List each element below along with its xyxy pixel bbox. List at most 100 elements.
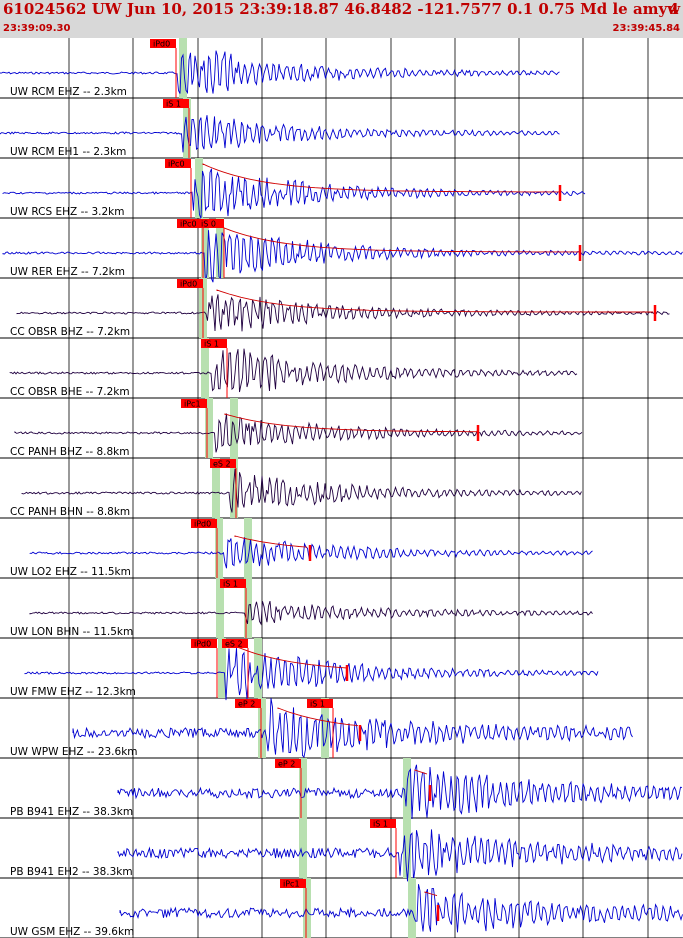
pick-label: iPd0 <box>194 520 211 529</box>
pick-label: eS 2 <box>213 460 231 469</box>
pick-flag[interactable] <box>177 279 203 288</box>
waveform-trace <box>117 829 683 882</box>
time-end: 23:39:45.84 <box>612 23 680 34</box>
pick-flag[interactable] <box>191 639 217 648</box>
pick-window <box>218 638 226 698</box>
pick-flag[interactable] <box>177 219 203 228</box>
coda-curve <box>414 769 428 775</box>
pick-window <box>195 158 203 218</box>
coda-curve <box>424 891 438 897</box>
waveform-trace <box>72 698 633 758</box>
pick-flag[interactable] <box>150 39 176 48</box>
event-count: 4 <box>668 0 679 18</box>
pick-window <box>303 878 311 938</box>
pick-flag[interactable] <box>222 639 248 648</box>
channel-label: UW RCM EH1 -- 2.3km <box>10 146 126 158</box>
pick-flag[interactable] <box>163 99 189 108</box>
channel-label: UW WPW EHZ -- 23.6km <box>10 746 138 758</box>
waveform-trace <box>119 884 683 933</box>
waveform-trace <box>2 168 586 219</box>
channel-labels: UW RCM EHZ -- 2.3km UW RCM EH1 -- 2.3km UW… <box>10 86 138 938</box>
pick-window <box>201 338 209 398</box>
coda-curve <box>234 535 308 548</box>
pick-window <box>299 818 307 878</box>
channel-label: UW LO2 EHZ -- 11.5km <box>10 566 131 578</box>
coda-curve <box>277 707 359 727</box>
pick-window <box>230 458 238 518</box>
pick-label: iPd0 <box>153 40 170 49</box>
pick-label: eP 2 <box>238 700 255 709</box>
pick-flag[interactable] <box>280 879 306 888</box>
pick-flag[interactable] <box>220 579 246 588</box>
pick-label: iS 1 <box>166 100 181 109</box>
traces: iPd0 iS 1 iPc0 iPc0 iS 0 iPd0 iS 1 iPc1 eS 2 iPd0… <box>0 38 683 938</box>
pick-window <box>299 758 307 818</box>
pick-flag[interactable] <box>275 759 301 768</box>
pick-window <box>244 578 252 638</box>
channel-label: UW RCM EHZ -- 2.3km <box>10 86 127 98</box>
channel-label: CC PANH BHZ -- 8.8km <box>10 446 129 458</box>
pick-label: iPd0 <box>194 640 211 649</box>
channel-label: PB B941 EH2 -- 38.3km <box>10 866 133 878</box>
pick-window <box>212 458 220 518</box>
waveform-trace <box>14 413 583 453</box>
pick-flag[interactable] <box>201 339 227 348</box>
channel-label: UW RER EHZ -- 7.2km <box>10 266 125 278</box>
seismogram-panel[interactable]: iPd0 iS 1 iPc0 iPc0 iS 0 iPd0 iS 1 iPc1 eS 2 iPd0… <box>0 38 683 938</box>
pick-label: iPc0 <box>168 160 185 169</box>
pick-window <box>403 818 411 878</box>
time-start: 23:39:09.30 <box>3 23 71 34</box>
waveform-trace <box>9 348 578 393</box>
channel-label: UW RCS EHZ -- 3.2km <box>10 206 125 218</box>
pick-window <box>201 218 209 278</box>
channel-label: CC OBSR BHE -- 7.2km <box>10 386 130 398</box>
waveform-trace <box>21 468 582 513</box>
pick-window <box>258 698 266 758</box>
pick-label: iS 0 <box>201 220 216 229</box>
pick-label: iS 1 <box>223 580 238 589</box>
waveform-trace <box>29 600 593 626</box>
time-grid <box>0 38 683 938</box>
channel-label: PB B941 EHZ -- 38.3km <box>10 806 133 818</box>
event-title: 61024562 UW Jun 10, 2015 23:39:18.87 46.… <box>3 0 683 18</box>
coda-curve <box>214 223 579 253</box>
coda-curve <box>224 413 477 433</box>
coda-curve <box>234 645 348 669</box>
pick-flag[interactable] <box>191 519 217 528</box>
pick-label: iPc1 <box>283 880 300 889</box>
pick-window <box>216 578 224 638</box>
pick-window <box>205 398 213 458</box>
pick-label: iPc1 <box>184 400 201 409</box>
pick-flag[interactable] <box>235 699 261 708</box>
header-bar: 61024562 UW Jun 10, 2015 23:39:18.87 46.… <box>0 0 683 38</box>
waveform-trace <box>0 115 560 153</box>
pick-window <box>321 698 329 758</box>
pick-label: iPc0 <box>180 220 197 229</box>
pick-flag[interactable] <box>165 159 191 168</box>
pick-label: eP 2 <box>278 760 295 769</box>
pick-label: iS 1 <box>310 700 325 709</box>
pick-flag[interactable] <box>181 399 207 408</box>
pick-flag[interactable] <box>198 219 224 228</box>
pick-window <box>408 878 416 938</box>
channel-label: UW GSM EHZ -- 39.6km <box>10 926 134 938</box>
pick-flag[interactable] <box>307 699 333 708</box>
pick-window <box>215 518 223 578</box>
pick-label: iS 1 <box>204 340 219 349</box>
waveform-trace <box>117 764 683 820</box>
waveform-trace <box>24 648 599 701</box>
pick-label: iS 1 <box>373 820 388 829</box>
channel-label: CC OBSR BHZ -- 7.2km <box>10 326 130 338</box>
coda-curve <box>202 163 559 193</box>
pick-window <box>179 38 187 98</box>
waveform-trace <box>0 50 560 95</box>
pick-flag[interactable] <box>210 459 236 468</box>
pick-label: eS 2 <box>225 640 243 649</box>
channel-label: UW LON BHN -- 11.5km <box>10 626 133 638</box>
coda-curve <box>216 289 653 313</box>
pick-window <box>216 218 224 278</box>
channel-label: CC PANH BHN -- 8.8km <box>10 506 130 518</box>
pick-flag[interactable] <box>370 819 396 828</box>
channel-label: UW FMW EHZ -- 12.3km <box>10 686 136 698</box>
pick-label: iPd0 <box>180 280 197 289</box>
